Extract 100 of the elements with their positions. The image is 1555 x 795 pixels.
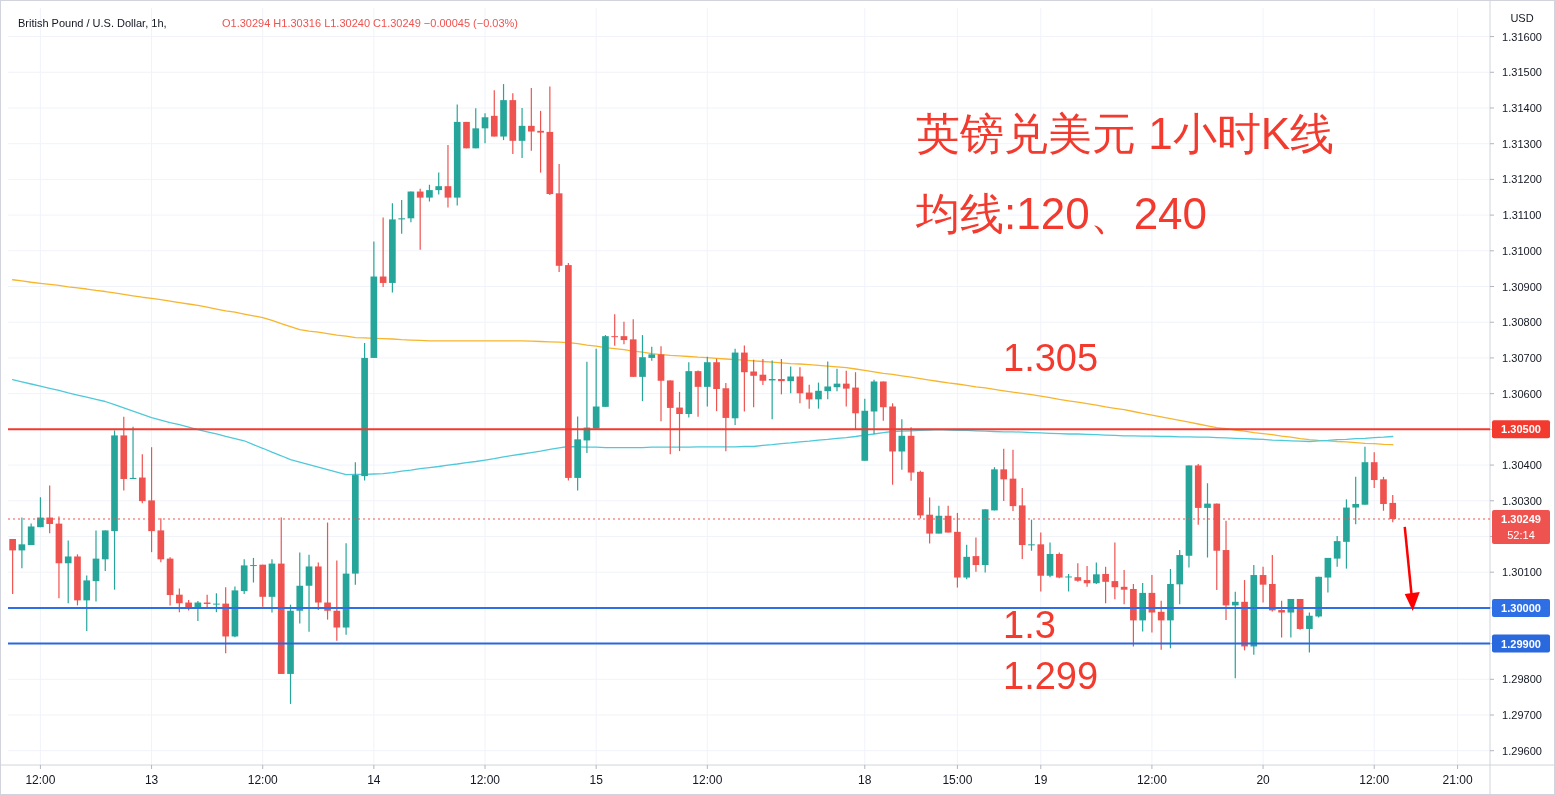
candlestick bbox=[537, 110, 544, 174]
x-tick-label: 15 bbox=[589, 773, 604, 787]
candlestick bbox=[611, 313, 619, 347]
candlestick bbox=[1111, 541, 1119, 600]
candlestick bbox=[1352, 476, 1360, 525]
candlestick bbox=[741, 344, 748, 413]
candlestick bbox=[842, 370, 850, 408]
candlestick bbox=[398, 199, 405, 235]
candlestick bbox=[1055, 551, 1063, 579]
candlestick bbox=[805, 384, 813, 410]
x-tick-label: 12:00 bbox=[1359, 773, 1390, 787]
candlestick bbox=[1000, 448, 1008, 502]
annotation: 1.3 bbox=[1003, 603, 1056, 646]
candlestick bbox=[620, 321, 628, 345]
candlestick bbox=[9, 538, 16, 595]
y-tick-label: 1.31300 bbox=[1502, 137, 1542, 150]
y-tick-label: 1.29600 bbox=[1502, 744, 1542, 757]
candlestick bbox=[64, 539, 72, 604]
annotation: 英镑兑美元 1小时K线 bbox=[916, 108, 1335, 158]
candlestick bbox=[972, 536, 980, 573]
candlestick bbox=[592, 348, 600, 430]
x-tick-label: 15:00 bbox=[942, 773, 973, 787]
candlestick bbox=[444, 144, 452, 209]
candlestick bbox=[1046, 541, 1054, 578]
y-tick-label: 1.31400 bbox=[1502, 101, 1542, 114]
x-tick-label: 20 bbox=[1256, 773, 1271, 787]
candlestick bbox=[815, 381, 822, 410]
y-tick-label: 1.30300 bbox=[1502, 494, 1542, 507]
candlestick bbox=[1324, 557, 1332, 594]
y-tick-label: 1.30600 bbox=[1502, 387, 1542, 400]
x-tick-label: 12:00 bbox=[1136, 773, 1168, 787]
line-series bbox=[11, 279, 1394, 446]
y-tick-label: 1.31000 bbox=[1502, 244, 1542, 257]
annotation: 1.299 bbox=[1003, 654, 1099, 697]
x-tick-label: 21:00 bbox=[1442, 773, 1473, 787]
candlestick bbox=[176, 588, 183, 613]
y-tick-label: 1.30800 bbox=[1502, 316, 1542, 329]
candlestick bbox=[528, 87, 535, 152]
candlestick bbox=[963, 544, 970, 580]
x-tick-label: 12:00 bbox=[25, 773, 56, 787]
y-tick-label: 1.31100 bbox=[1502, 209, 1542, 222]
candlestick bbox=[639, 334, 646, 402]
candlestick bbox=[1333, 535, 1341, 568]
candlestick bbox=[416, 188, 424, 251]
candlestick bbox=[694, 369, 702, 418]
x-tick-label: 19 bbox=[1034, 773, 1048, 787]
y-tick-label: 1.30100 bbox=[1502, 566, 1542, 579]
candlestick bbox=[1093, 561, 1100, 585]
annotation: 均线:120、240 bbox=[915, 188, 1208, 238]
text: O1.30294 H1.30316 L1.30240 C1.30249 −0.00045 (−0.03%) bbox=[222, 17, 519, 29]
y-tick-label: 1.30900 bbox=[1502, 280, 1542, 293]
candlestick bbox=[1370, 451, 1378, 489]
x-tick-label: 12:00 bbox=[692, 773, 723, 787]
candlestick bbox=[778, 358, 785, 395]
y-tick-label: 1.29800 bbox=[1502, 673, 1542, 686]
candlestick bbox=[250, 557, 257, 584]
y-tick-label: 1.31500 bbox=[1502, 66, 1542, 79]
candlestick bbox=[759, 358, 767, 386]
y-tick-label: 1.30700 bbox=[1502, 351, 1542, 364]
candlestick bbox=[1074, 562, 1082, 583]
candlestick bbox=[1120, 569, 1128, 605]
candlestick bbox=[1306, 611, 1313, 654]
candlestick bbox=[898, 418, 906, 471]
ref-line-label: 1.30500 bbox=[1501, 423, 1541, 436]
annotation: 1.305 bbox=[1003, 337, 1099, 380]
candlestick bbox=[333, 559, 341, 642]
candlestick bbox=[83, 574, 91, 632]
candlestick bbox=[305, 554, 313, 633]
candlestick bbox=[1204, 482, 1211, 559]
x-tick-label: 12:00 bbox=[247, 773, 279, 787]
candlestick bbox=[518, 107, 526, 159]
ref-line-label: 1.30000 bbox=[1501, 601, 1541, 614]
x-tick-label: 14 bbox=[367, 773, 381, 787]
candlestick bbox=[824, 360, 832, 400]
candlestick bbox=[18, 516, 26, 569]
line-series bbox=[11, 379, 1394, 476]
candlestick bbox=[1278, 600, 1285, 639]
text: British Pound / U.S. Dollar, 1h, bbox=[18, 17, 167, 29]
y-tick-label: 1.30400 bbox=[1502, 459, 1542, 472]
y-tick-label: 1.29700 bbox=[1502, 709, 1542, 722]
candlestick bbox=[472, 107, 480, 149]
candlestick bbox=[138, 453, 146, 504]
ref-line-label: 1.30249 52:14 bbox=[1501, 512, 1541, 541]
candlestick bbox=[213, 592, 220, 613]
candlestick bbox=[1028, 519, 1035, 552]
y-tick-label: 1.31200 bbox=[1502, 173, 1542, 186]
x-tick-label: 18 bbox=[858, 773, 872, 787]
candlestick bbox=[1259, 566, 1267, 604]
candlestick bbox=[676, 391, 683, 452]
x-tick-label: 13 bbox=[144, 773, 159, 787]
candlestick bbox=[490, 89, 498, 138]
y-tick-label: 1.31600 bbox=[1502, 30, 1542, 43]
candlestick bbox=[1102, 566, 1109, 604]
x-tick-label: 12:00 bbox=[470, 773, 501, 787]
ref-line-label: 1.29900 bbox=[1501, 637, 1541, 650]
candlestick bbox=[435, 172, 443, 195]
candlestick bbox=[1157, 600, 1165, 651]
y-axis-title: USD bbox=[1510, 12, 1534, 24]
candlestick bbox=[750, 359, 757, 408]
candlestick bbox=[787, 365, 795, 394]
